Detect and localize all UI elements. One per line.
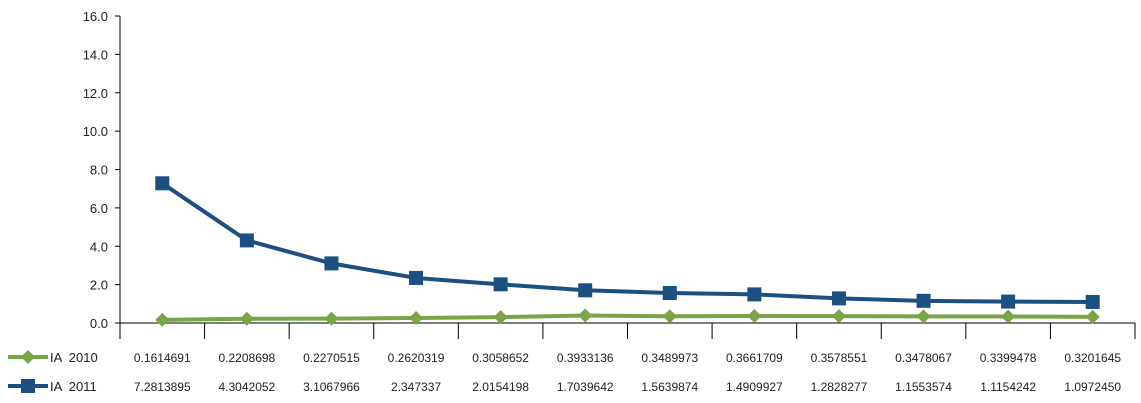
series-line-2 (161, 181, 1093, 304)
data-point (493, 277, 508, 292)
y-tick-label: 12.0 (83, 86, 108, 101)
data-point (662, 285, 677, 300)
data-point (239, 311, 254, 326)
data-point (1085, 309, 1100, 324)
data-table-cell: 7.2813895 (134, 380, 191, 394)
data-table-cell: 0.3058652 (472, 351, 529, 365)
data-table-cell: 1.1553574 (895, 380, 952, 394)
data-point (662, 309, 677, 324)
data-table-cell: 1.2828277 (811, 380, 868, 394)
data-table-cell: 1.1154242 (980, 380, 1036, 394)
y-tick-label: 16.0 (83, 9, 108, 24)
data-table-cell: 0.3661709 (726, 351, 783, 365)
data-point (409, 310, 424, 325)
legend-label: IA 2011 (50, 379, 97, 394)
data-table-cell: 0.3933136 (557, 351, 614, 365)
y-tick-label: 14.0 (83, 47, 108, 62)
data-table-cell: 1.5639874 (641, 380, 698, 394)
data-table-cell: 1.0972450 (1064, 380, 1121, 394)
y-tick-label: 4.0 (90, 239, 108, 254)
data-point (324, 256, 339, 271)
data-point (916, 309, 931, 324)
data-table-cell: 1.7039642 (557, 380, 614, 394)
data-table-cell: 0.2208698 (219, 351, 276, 365)
data-point (831, 309, 846, 324)
legend-key-marker (21, 350, 35, 364)
data-point (493, 310, 508, 325)
y-tick-label: 2.0 (90, 278, 108, 293)
data-point (578, 283, 593, 298)
data-point (1085, 294, 1100, 309)
y-tick-label: 10.0 (83, 124, 108, 139)
data-table-cell: 0.3578551 (811, 351, 868, 365)
data-point (155, 312, 170, 327)
data-table-cell: 0.1614691 (134, 351, 191, 365)
data-table-cell: 0.3489973 (641, 351, 698, 365)
data-point (239, 233, 254, 248)
data-table-cell: 0.2620319 (388, 351, 445, 365)
data-point (916, 293, 931, 308)
y-tick-label: 0.0 (90, 316, 108, 331)
data-point (747, 287, 762, 302)
data-point (155, 176, 170, 191)
data-table-cell: 0.3478067 (895, 351, 952, 365)
y-axis: 0.0 2.0 4.0 6.0 8.0 10.0 12.0 14.0 16.0 (83, 9, 121, 331)
data-point (578, 308, 593, 323)
data-point (747, 308, 762, 323)
series-line-1 (162, 313, 1093, 322)
data-table-cell: 0.3201645 (1064, 351, 1121, 365)
data-point (324, 311, 339, 326)
series-layer (155, 176, 1100, 327)
data-table-cell: 2.0154198 (472, 380, 529, 394)
data-point (1001, 309, 1016, 324)
data-point (831, 291, 846, 306)
y-tick-label: 8.0 (90, 163, 108, 178)
legend-label: IA 2010 (50, 350, 98, 365)
data-table-cell: 3.1067966 (303, 380, 360, 394)
data-table-cell: 1.4909927 (726, 380, 783, 394)
data-table-cell: 0.3399478 (980, 351, 1037, 365)
data-table-cell: 4.3042052 (219, 380, 276, 394)
legend-key-marker (21, 379, 35, 393)
data-table: IA 2010 0.1614691 0.2208698 0.2270515 0.2620… (8, 350, 1121, 394)
data-table-cell: 0.2270515 (303, 351, 360, 365)
x-axis (119, 322, 1136, 339)
y-tick-label: 6.0 (90, 201, 108, 216)
data-point (409, 270, 424, 285)
data-point (1001, 294, 1016, 309)
data-table-cell: 2.347337 (391, 380, 441, 394)
